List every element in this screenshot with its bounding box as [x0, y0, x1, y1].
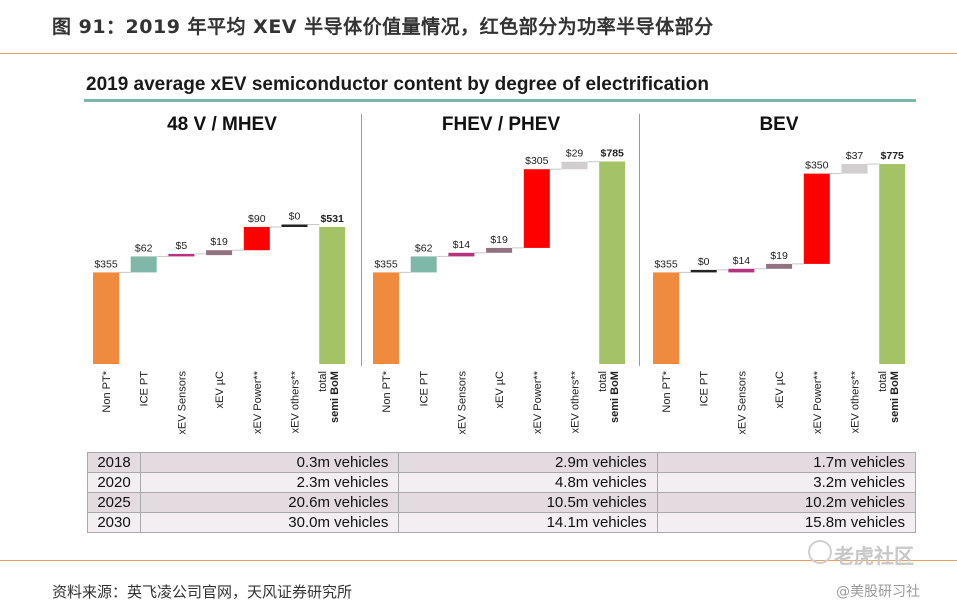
data-label: $5 — [176, 240, 188, 252]
bar-xev-c — [206, 250, 233, 256]
category-label: xEV Power** — [812, 370, 824, 434]
category-label: xEV Sensors — [176, 371, 188, 435]
table-cell: 10.2m vehicles — [656, 492, 917, 513]
table-cell: 20.6m vehicles — [139, 492, 400, 513]
top-divider — [0, 53, 957, 54]
table-cell: 4.8m vehicles — [398, 472, 658, 493]
data-label: $19 — [490, 234, 508, 246]
data-label: $355 — [654, 258, 678, 270]
watermark-handle: @美股研习社 — [836, 584, 920, 600]
data-label: $37 — [846, 150, 864, 162]
category-label: xEV Sensors — [456, 371, 468, 435]
category-label: xEV others** — [290, 370, 302, 433]
bar-ice-pt — [410, 256, 437, 273]
category-label: xEV µC — [214, 371, 226, 409]
table-year: 2018 — [87, 452, 141, 473]
bar-xev-power — [243, 227, 270, 251]
table-cell: 3.2m vehicles — [656, 472, 917, 493]
data-label: $355 — [374, 258, 398, 270]
category-label: xEV Power** — [532, 370, 544, 434]
table-cell: 30.0m vehicles — [139, 512, 400, 533]
table-cell: 15.8m vehicles — [656, 512, 917, 533]
data-label: $775 — [881, 150, 905, 162]
category-label: totalsemi BoM — [877, 371, 901, 423]
panel-divider-2 — [639, 114, 640, 366]
bottom-divider — [0, 560, 957, 561]
table-cell: 0.3m vehicles — [139, 452, 400, 473]
panel-title-fhev: FHEV / PHEV — [441, 114, 561, 135]
watermark-logo-icon — [808, 540, 832, 564]
bar-xev-power — [523, 169, 550, 248]
vehicle-volume-table: 2018 0.3m vehicles 2.9m vehicles 1.7m ve… — [87, 452, 917, 533]
data-label: $305 — [525, 155, 549, 167]
table-year: 2025 — [87, 492, 141, 513]
bar-non-pt — [93, 272, 119, 364]
bar-xev-power — [803, 173, 830, 264]
bar-non-pt — [653, 272, 679, 364]
category-label: xEV Power** — [252, 370, 264, 434]
bar-xev-sensors — [728, 268, 755, 273]
data-label: $355 — [94, 258, 118, 270]
category-label: Non PT* — [661, 370, 673, 412]
table-cell: 1.7m vehicles — [656, 452, 917, 473]
category-label: xEV Sensors — [736, 371, 748, 435]
bar-ice-pt — [690, 269, 717, 273]
panel-title-mhev: 48 V / MHEV — [167, 114, 277, 135]
data-label: $0 — [289, 211, 301, 223]
panel-title-bev: BEV — [759, 114, 799, 135]
figure-title: 图 91：2019 年平均 XEV 半导体价值量情况，红色部分为功率半导体部分 — [52, 16, 714, 38]
category-label: Non PT* — [101, 370, 113, 412]
category-label: xEV others** — [570, 370, 582, 433]
waterfall-charts: $355 Non PT* $62 ICE PT $5 xEV Sensors $19 xEV … — [93, 147, 906, 435]
category-label: xEV µC — [774, 371, 786, 409]
category-label: Non PT* — [381, 370, 393, 412]
bar-xev-others — [561, 161, 588, 170]
chart-heading: 2019 average xEV semiconductor content b… — [86, 74, 709, 95]
table-row: 2030 30.0m vehicles 14.1m vehicles 15.8m… — [87, 512, 917, 533]
panel-divider-1 — [361, 114, 362, 366]
bar-xev-sensors — [168, 253, 195, 257]
data-label: $19 — [210, 236, 228, 248]
bar-xev-others — [841, 164, 868, 174]
category-label: ICE PT — [699, 371, 711, 407]
bar-total-semi-bom — [879, 164, 906, 364]
data-label: $14 — [453, 239, 471, 251]
table-year: 2030 — [87, 512, 141, 533]
table-cell: 2.3m vehicles — [139, 472, 400, 493]
data-label: $62 — [135, 242, 153, 254]
table-year: 2020 — [87, 472, 141, 493]
data-label: $19 — [770, 250, 788, 262]
bar-xev-c — [486, 247, 513, 253]
bar-xev-sensors — [448, 252, 475, 257]
table-cell: 14.1m vehicles — [398, 512, 658, 533]
data-label: $29 — [566, 148, 584, 160]
data-label: $90 — [248, 213, 266, 225]
data-label: $785 — [601, 147, 625, 159]
category-label: xEV µC — [494, 371, 506, 409]
heading-underline — [84, 99, 916, 102]
bar-total-semi-bom — [319, 227, 346, 364]
table-row: 2020 2.3m vehicles 4.8m vehicles 3.2m ve… — [87, 472, 917, 493]
data-label: $0 — [698, 256, 710, 268]
watermark-brand: 老虎社区 — [834, 544, 914, 568]
data-label: $62 — [415, 242, 433, 254]
category-label: ICE PT — [419, 371, 431, 407]
table-row: 2018 0.3m vehicles 2.9m vehicles 1.7m ve… — [87, 452, 917, 473]
bar-ice-pt — [130, 256, 157, 273]
data-label: $350 — [805, 160, 829, 172]
data-label: $531 — [321, 213, 345, 225]
data-label: $14 — [733, 255, 751, 267]
table-row: 2025 20.6m vehicles 10.5m vehicles 10.2m… — [87, 492, 917, 513]
table-cell: 10.5m vehicles — [398, 492, 658, 513]
category-label: xEV others** — [850, 370, 862, 433]
source-note: 资料来源：英飞凌公司官网，天风证券研究所 — [52, 583, 353, 601]
table-cell: 2.9m vehicles — [398, 452, 658, 473]
category-label: ICE PT — [139, 371, 151, 407]
category-label: totalsemi BoM — [317, 371, 341, 423]
bar-xev-c — [766, 263, 793, 269]
category-label: totalsemi BoM — [597, 371, 621, 423]
bar-total-semi-bom — [599, 161, 626, 364]
bar-non-pt — [373, 272, 399, 364]
bar-xev-others — [281, 224, 308, 228]
